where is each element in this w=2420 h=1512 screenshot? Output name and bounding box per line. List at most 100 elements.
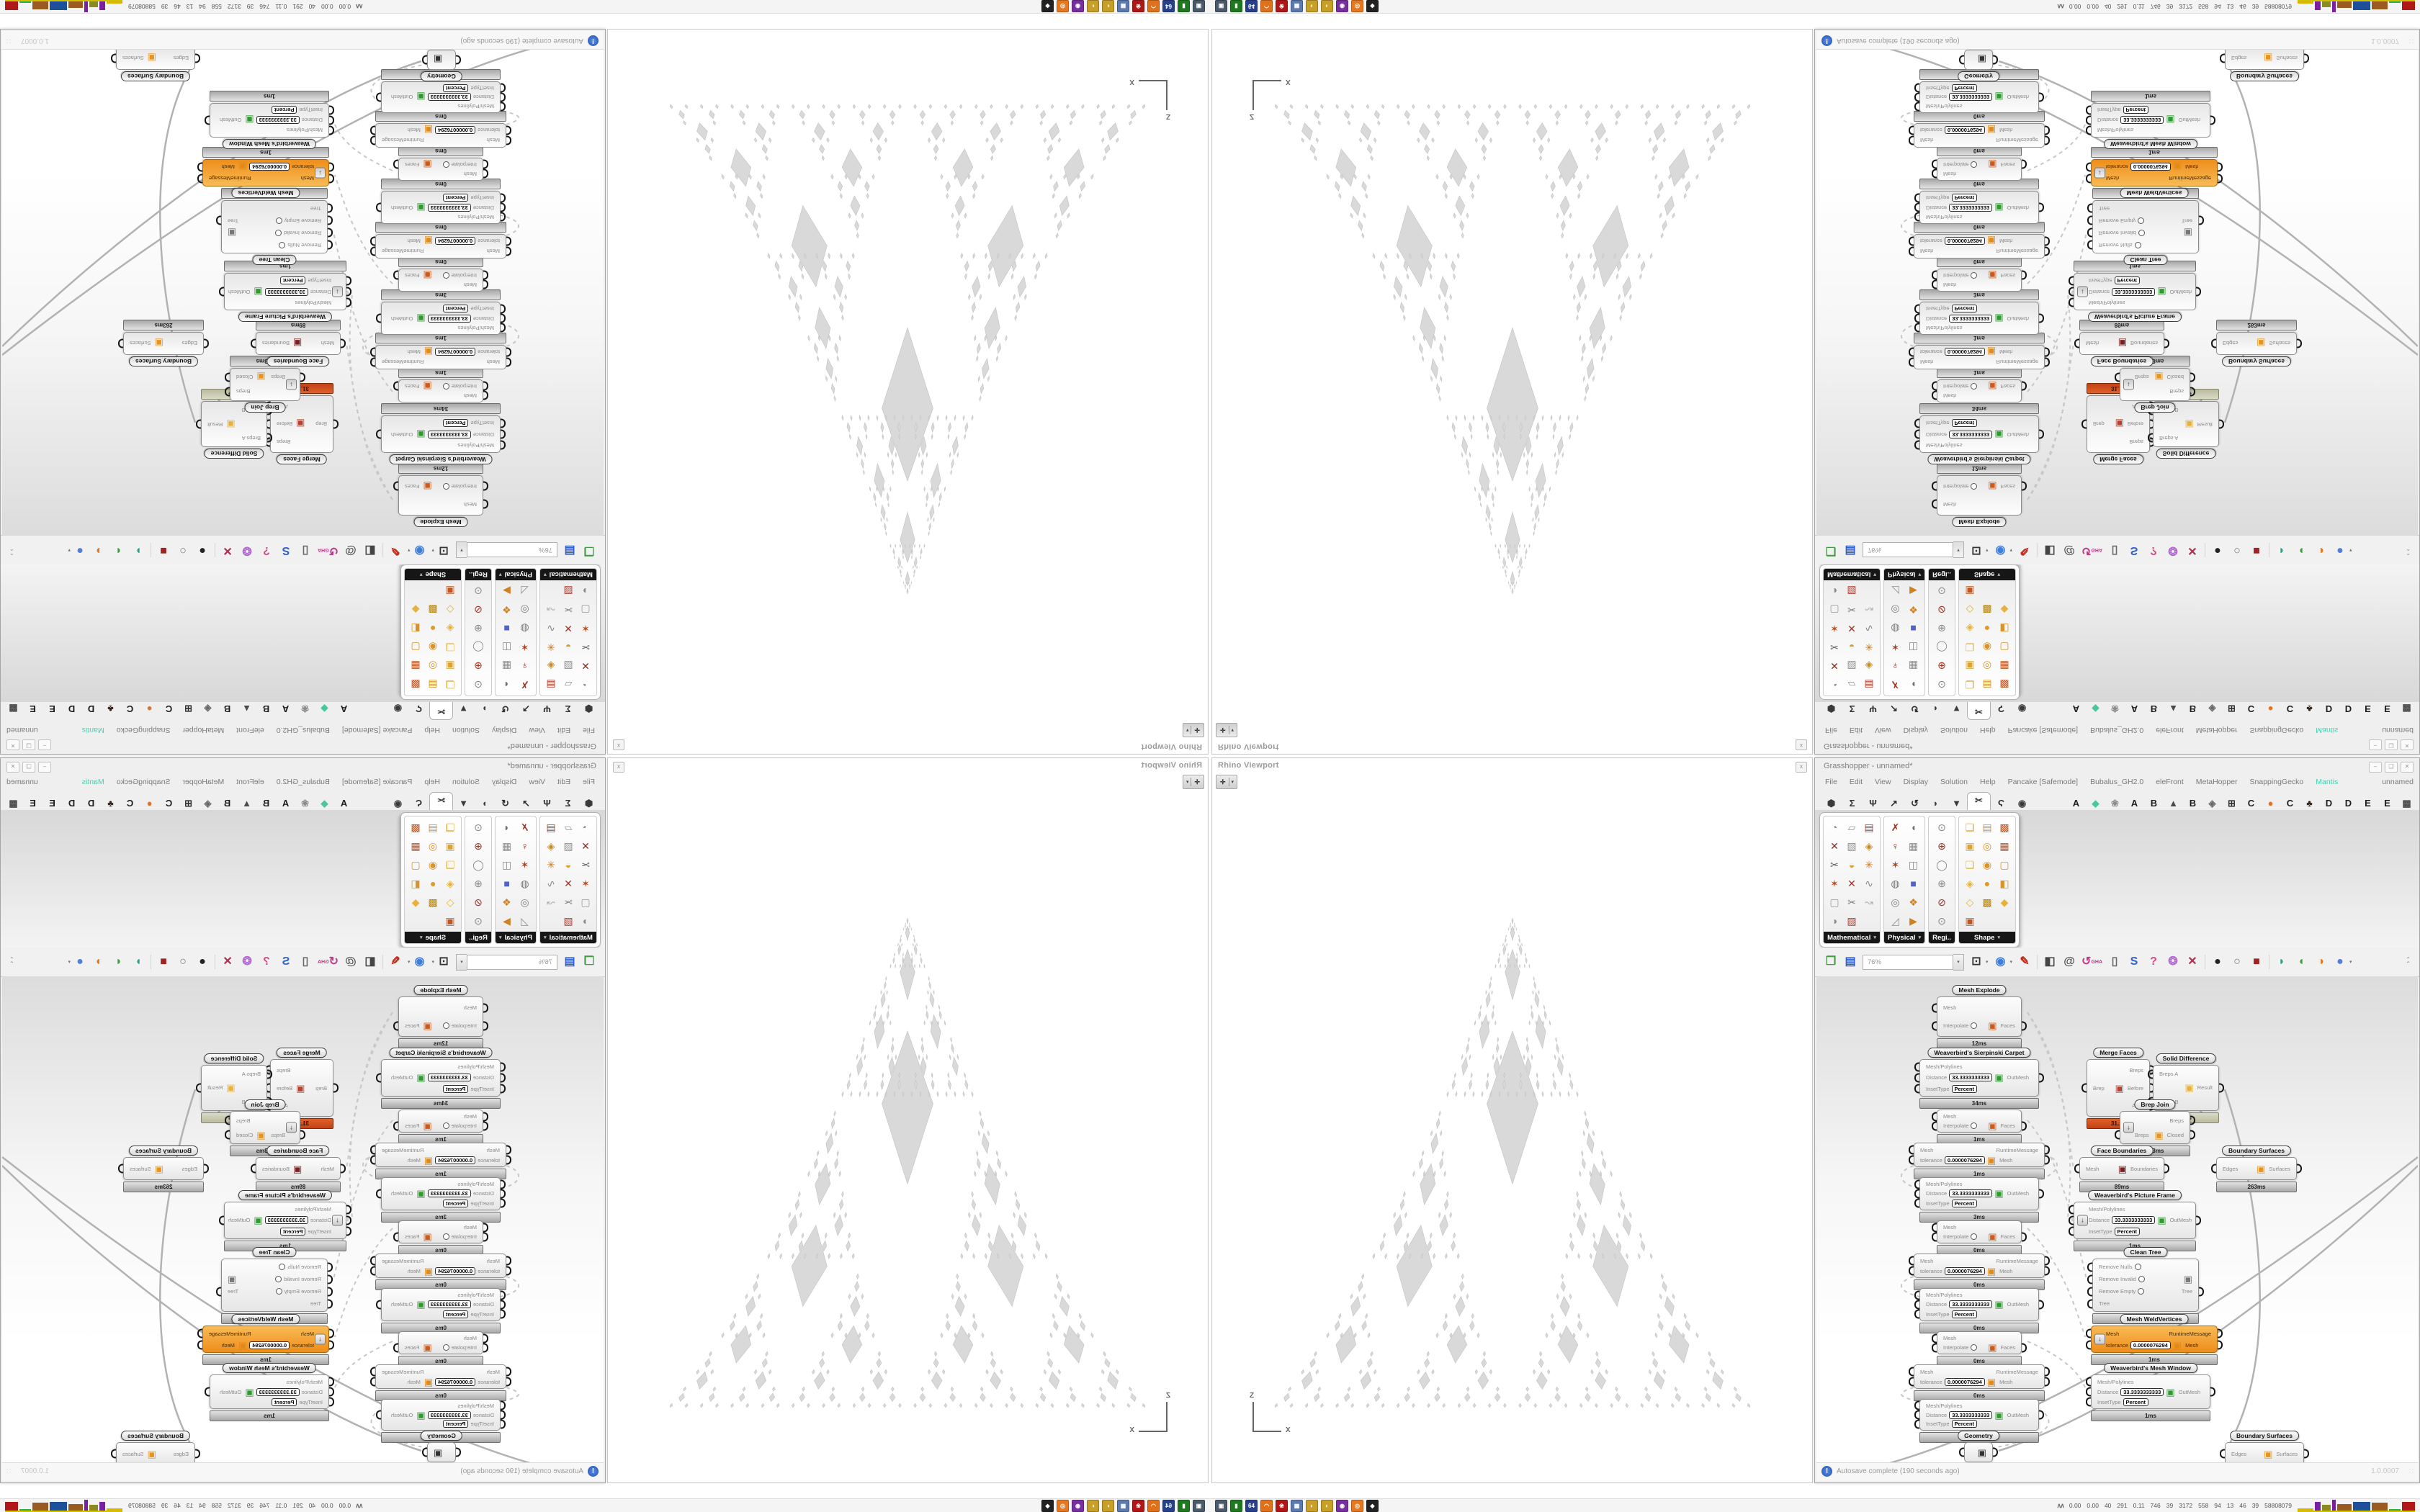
menu-item-snappinggecko[interactable]: SnappingGecko: [116, 778, 171, 786]
component-icon[interactable]: ✕: [1830, 660, 1839, 672]
ribbon-group-label[interactable]: Regi..: [1932, 570, 1951, 579]
toggle-circle-icon[interactable]: [2138, 230, 2145, 236]
maximize-button[interactable]: ❑: [2385, 739, 2398, 750]
node-body[interactable]: ▣: [422, 50, 461, 70]
value-box[interactable]: 33.3333333333: [427, 430, 471, 438]
taskbar-app-inkscape[interactable]: ◆: [1366, 0, 1379, 13]
input-port[interactable]: [1932, 1021, 1937, 1030]
node-body[interactable]: Edges ▣ Surfaces: [118, 332, 209, 355]
component-icon[interactable]: ◆: [2000, 896, 2009, 908]
menu-item-help[interactable]: Help: [1979, 778, 1996, 786]
value-box[interactable]: 0.0000076294: [1944, 126, 1985, 135]
tab-plugin-shield[interactable]: ◈: [204, 798, 212, 809]
zoom-extents-button[interactable]: ⊡: [1971, 955, 1981, 968]
component-icon[interactable]: ✶: [1891, 859, 1900, 870]
ribbon-group-label[interactable]: Shape: [1973, 933, 1995, 942]
component-icon[interactable]: ▣: [1965, 915, 1975, 927]
component-icon[interactable]: ◑: [582, 915, 589, 927]
publish-button[interactable]: @: [345, 955, 357, 968]
input-port[interactable]: [1914, 440, 1919, 450]
input-port[interactable]: [1909, 1367, 1914, 1377]
chevron-down-icon[interactable]: ▾: [498, 572, 502, 577]
taskbar-app-owl[interactable]: ◉: [1072, 1499, 1084, 1512]
taskbar-app-paint-1[interactable]: ◐: [1102, 1499, 1114, 1512]
output-port[interactable]: [2045, 1145, 2050, 1155]
canvas-zoom-combobox[interactable]: 76% ▾: [1863, 541, 1964, 559]
component-icon[interactable]: ↝: [1865, 604, 1873, 616]
tab-params[interactable]: ⬢: [1827, 703, 1836, 714]
node-body[interactable]: Mesh/Polylines Distance 33.3333333333 ▣ OutM…: [205, 103, 334, 138]
menu-item-elefront[interactable]: eleFront: [2156, 726, 2184, 734]
resize-grip-icon[interactable]: ∷: [6, 1467, 12, 1475]
tab-plugin-d1[interactable]: D: [2325, 798, 2333, 809]
node-body[interactable]: ↓ Breps Breps ▣ Closed: [2115, 1111, 2195, 1144]
menu-item-pancake-safemode-[interactable]: Pancake [Safemode]: [341, 726, 413, 734]
preview-shaded-button[interactable]: ■: [2253, 544, 2260, 557]
gh-node-clean-tree[interactable]: Clean Tree Remove Nulls Remove Invalid ▣ Rem…: [216, 1247, 333, 1324]
component-icon[interactable]: ⊕: [1937, 840, 1946, 852]
gh-node-weaverbird-picture-frame[interactable]: Weaverbird's Picture Frame ↓ Mesh/Polyline…: [2069, 261, 2201, 322]
taskbar-app-calculator[interactable]: ▦: [1291, 0, 1303, 13]
dna-compare-button[interactable]: ✕: [223, 544, 233, 557]
component-icon[interactable]: ▣: [1965, 660, 1975, 672]
output-port[interactable]: [376, 92, 381, 102]
tab-plugin-checker[interactable]: ▩: [2402, 798, 2411, 809]
toggle-circle-icon[interactable]: [1971, 483, 1978, 490]
node-label-capsule[interactable]: Mesh WeldVertices: [2120, 188, 2189, 198]
value-box[interactable]: 33.3333333333: [264, 287, 308, 296]
value-box[interactable]: 0.0000076294: [435, 348, 476, 356]
input-port[interactable]: [1914, 418, 1919, 428]
node-label-capsule[interactable]: Face Boundaries: [266, 1146, 330, 1156]
component-icon[interactable]: ❏: [1965, 859, 1975, 870]
component-icon[interactable]: ◈: [446, 623, 454, 634]
input-port[interactable]: [1914, 102, 1919, 112]
component-icon[interactable]: ❏: [445, 642, 455, 653]
component-icon[interactable]: ❖: [1909, 896, 1918, 908]
finder-button[interactable]: S: [282, 544, 290, 557]
input-port[interactable]: [1932, 391, 1937, 400]
component-icon[interactable]: ⊘: [1937, 604, 1946, 616]
tab-curve[interactable]: ↺: [1911, 703, 1919, 714]
value-box[interactable]: Percent: [442, 1084, 469, 1093]
exposure-button[interactable]: ◧: [2044, 955, 2056, 968]
menu-item-view[interactable]: View: [1875, 726, 1891, 734]
node-body[interactable]: Mesh RuntimeMessage tolerance 0.0000076294 ▣…: [1909, 123, 2050, 148]
component-icon[interactable]: ✶: [1830, 878, 1839, 889]
tab-plugin-orange-dot[interactable]: ●: [146, 798, 153, 809]
component-icon[interactable]: ❏: [1965, 822, 1975, 833]
toggle-circle-icon[interactable]: [442, 1233, 449, 1240]
value-box[interactable]: Percent: [2114, 1227, 2141, 1236]
output-port[interactable]: [422, 1447, 427, 1457]
gh-node-geometry-param[interactable]: Geometry▣0ms: [421, 50, 462, 81]
tab-plugin-checker[interactable]: ▩: [9, 798, 18, 809]
tab-display[interactable]: ◉: [393, 798, 403, 809]
output-port[interactable]: [2022, 1021, 2027, 1030]
taskbar-app-calculator[interactable]: ▦: [1291, 1499, 1303, 1512]
taskbar-app-terminal[interactable]: ▮: [1178, 1499, 1190, 1512]
node-body[interactable]: Remove Nulls Remove Invalid ▣ Remove Empty T…: [2087, 1259, 2204, 1312]
node-body[interactable]: Mesh RuntimeMessage tolerance 0.0000076294 ▣…: [1909, 234, 2050, 258]
component-icon[interactable]: ♀: [521, 660, 529, 672]
gh-node-weaverbird-sierpinski-carpet-1[interactable]: Weaverbird's Sierpinski Carpet Mesh/Polyl…: [376, 1048, 506, 1109]
toggle-circle-icon[interactable]: [275, 217, 282, 224]
preview-shaded-button[interactable]: ■: [2253, 955, 2260, 968]
tab-plugin-a2[interactable]: A: [282, 798, 290, 809]
value-box[interactable]: Percent: [1951, 194, 1978, 202]
output-port[interactable]: [2297, 1164, 2302, 1174]
tattletale-button[interactable]: ❂: [2168, 544, 2178, 557]
tab-plugin-e1[interactable]: E: [49, 703, 55, 714]
notes-button[interactable]: ▯: [2111, 544, 2118, 557]
tab-sets[interactable]: Ψ: [1869, 798, 1877, 809]
output-port[interactable]: [370, 347, 375, 357]
output-port[interactable]: [393, 160, 398, 169]
component-icon[interactable]: ✶: [1830, 623, 1839, 634]
component-icon[interactable]: ▨: [1847, 585, 1857, 597]
component-icon[interactable]: ▩: [411, 679, 421, 690]
tab-vector[interactable]: ↗: [522, 703, 530, 714]
grasshopper-titlebar[interactable]: Grasshopper - unnamed* – ❑ ✕: [1, 738, 605, 754]
input-port[interactable]: [1909, 236, 1914, 246]
menu-item-display[interactable]: Display: [491, 778, 517, 786]
node-body[interactable]: Mesh RuntimeMessage tolerance 0.0000076294 ▣…: [370, 1364, 511, 1389]
gh-node-mesh-explode-2[interactable]: Mesh Interpolate ▣ Faces 1ms: [1932, 367, 2027, 402]
node-label-capsule[interactable]: Weaverbird's Picture Frame: [2088, 1190, 2182, 1200]
